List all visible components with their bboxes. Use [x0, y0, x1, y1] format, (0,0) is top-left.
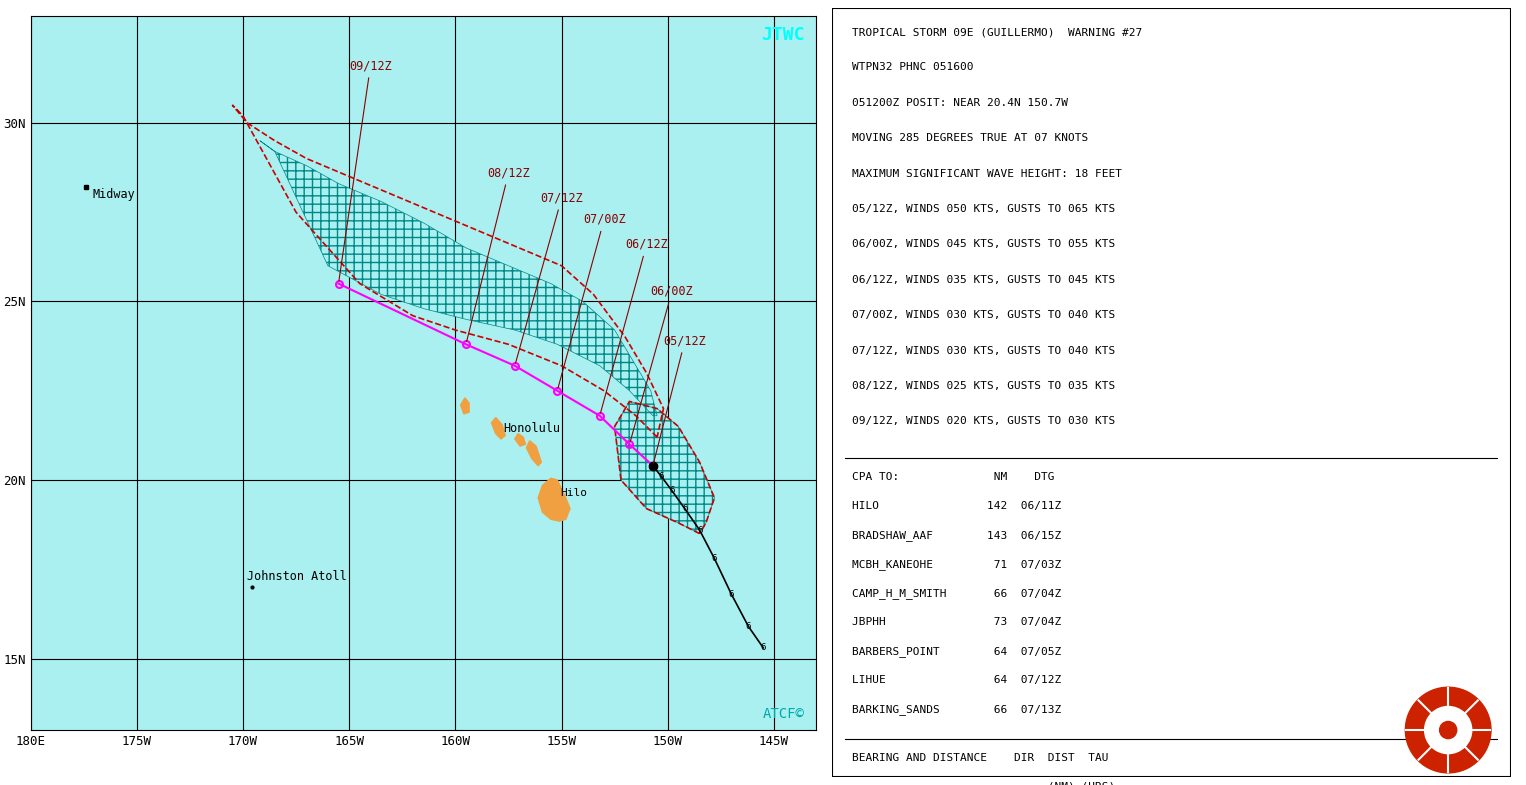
Text: Johnston Atoll: Johnston Atoll: [247, 570, 346, 583]
Polygon shape: [461, 398, 468, 414]
Text: 6: 6: [729, 590, 734, 599]
Text: 08/12Z, WINDS 025 KTS, GUSTS TO 035 KTS: 08/12Z, WINDS 025 KTS, GUSTS TO 035 KTS: [852, 381, 1116, 391]
Text: 06/00Z: 06/00Z: [630, 284, 693, 442]
Text: 07/00Z, WINDS 030 KTS, GUSTS TO 040 KTS: 07/00Z, WINDS 030 KTS, GUSTS TO 040 KTS: [852, 310, 1116, 320]
Text: 07/12Z: 07/12Z: [516, 192, 583, 363]
Circle shape: [1405, 687, 1491, 773]
Text: LIHUE                64  07/12Z: LIHUE 64 07/12Z: [852, 675, 1061, 685]
Text: 08/12Z: 08/12Z: [467, 166, 530, 341]
Text: MOVING 285 DEGREES TRUE AT 07 KNOTS: MOVING 285 DEGREES TRUE AT 07 KNOTS: [852, 133, 1088, 143]
Text: 06/00Z, WINDS 045 KTS, GUSTS TO 055 KTS: 06/00Z, WINDS 045 KTS, GUSTS TO 055 KTS: [852, 239, 1116, 250]
Polygon shape: [491, 418, 505, 439]
Text: 09/12Z: 09/12Z: [339, 60, 392, 281]
Polygon shape: [514, 433, 525, 446]
Text: BEARING AND DISTANCE    DIR  DIST  TAU: BEARING AND DISTANCE DIR DIST TAU: [852, 753, 1108, 763]
Circle shape: [1439, 721, 1457, 739]
Text: Honolulu: Honolulu: [504, 422, 560, 435]
Polygon shape: [526, 440, 542, 466]
Polygon shape: [259, 141, 658, 416]
Text: WTPN32 PHNC 051600: WTPN32 PHNC 051600: [852, 63, 974, 72]
Text: JBPHH                73  07/04Z: JBPHH 73 07/04Z: [852, 617, 1061, 627]
Text: BARBERS_POINT        64  07/05Z: BARBERS_POINT 64 07/05Z: [852, 646, 1061, 657]
Text: BARKING_SANDS        66  07/13Z: BARKING_SANDS 66 07/13Z: [852, 704, 1061, 715]
Text: 06/12Z, WINDS 035 KTS, GUSTS TO 045 KTS: 06/12Z, WINDS 035 KTS, GUSTS TO 045 KTS: [852, 275, 1116, 285]
Text: 6: 6: [746, 622, 751, 631]
Text: Midway: Midway: [92, 188, 134, 201]
Text: MAXIMUM SIGNIFICANT WAVE HEIGHT: 18 FEET: MAXIMUM SIGNIFICANT WAVE HEIGHT: 18 FEET: [852, 169, 1122, 179]
Text: 05/12Z: 05/12Z: [653, 334, 707, 463]
Text: HILO                142  06/11Z: HILO 142 06/11Z: [852, 501, 1061, 511]
Text: 6: 6: [659, 472, 664, 481]
Text: BRADSHAW_AAF        143  06/15Z: BRADSHAW_AAF 143 06/15Z: [852, 530, 1061, 541]
Text: 051200Z POSIT: NEAR 20.4N 150.7W: 051200Z POSIT: NEAR 20.4N 150.7W: [852, 98, 1068, 108]
Text: Hilo: Hilo: [560, 488, 588, 498]
Text: CPA TO:              NM    DTG: CPA TO: NM DTG: [852, 472, 1054, 482]
Text: 6: 6: [697, 525, 702, 535]
Polygon shape: [539, 478, 571, 521]
Text: 6: 6: [670, 486, 674, 495]
FancyBboxPatch shape: [832, 8, 1511, 777]
Text: 07/00Z: 07/00Z: [559, 213, 626, 388]
Text: TROPICAL STORM 09E (GUILLERMO)  WARNING #27: TROPICAL STORM 09E (GUILLERMO) WARNING #…: [852, 27, 1143, 37]
Text: 6: 6: [711, 554, 717, 563]
Polygon shape: [615, 401, 714, 534]
Text: ATCF©: ATCF©: [763, 707, 804, 721]
Text: MCBH_KANEOHE         71  07/03Z: MCBH_KANEOHE 71 07/03Z: [852, 559, 1061, 570]
Circle shape: [1425, 706, 1471, 754]
Text: 6: 6: [760, 644, 766, 652]
Text: 05/12Z, WINDS 050 KTS, GUSTS TO 065 KTS: 05/12Z, WINDS 050 KTS, GUSTS TO 065 KTS: [852, 204, 1116, 214]
Text: CAMP_H_M_SMITH       66  07/04Z: CAMP_H_M_SMITH 66 07/04Z: [852, 588, 1061, 599]
Text: 06/12Z: 06/12Z: [601, 238, 668, 413]
Text: JTWC: JTWC: [761, 27, 804, 45]
Text: (NM) (HRS): (NM) (HRS): [852, 782, 1116, 785]
Text: 07/12Z, WINDS 030 KTS, GUSTS TO 040 KTS: 07/12Z, WINDS 030 KTS, GUSTS TO 040 KTS: [852, 345, 1116, 356]
Text: 09/12Z, WINDS 020 KTS, GUSTS TO 030 KTS: 09/12Z, WINDS 020 KTS, GUSTS TO 030 KTS: [852, 416, 1116, 426]
Text: 6: 6: [682, 504, 687, 513]
